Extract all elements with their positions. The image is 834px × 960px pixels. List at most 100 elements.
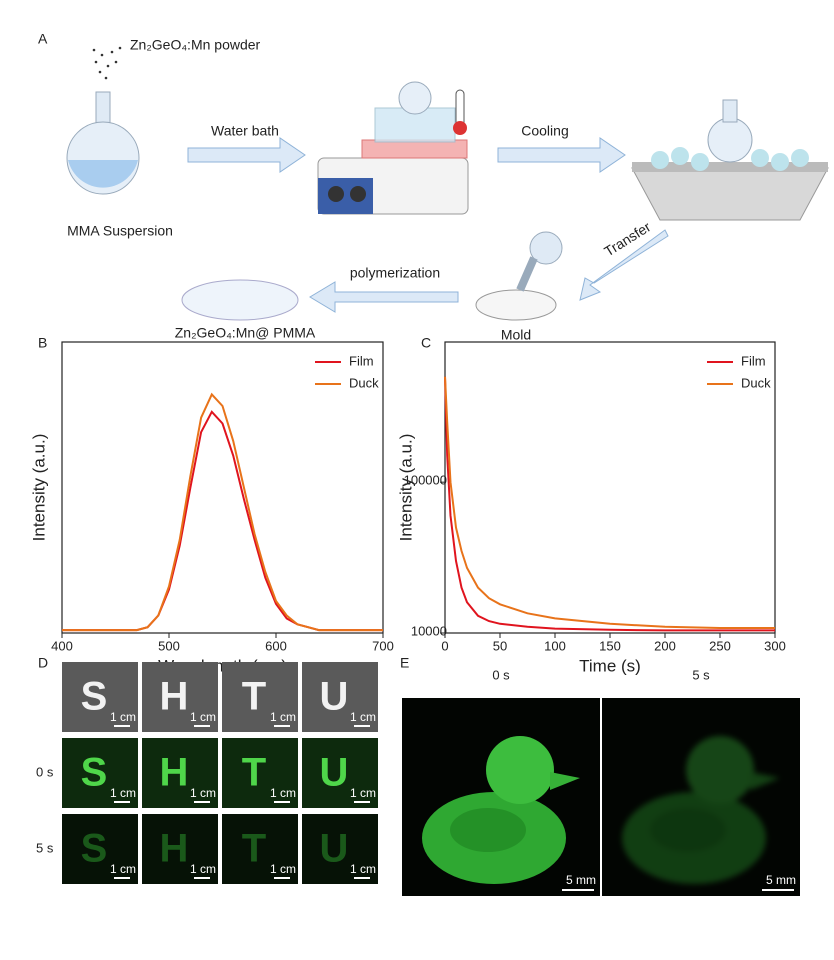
diagram-label: Zn₂GeO₄:Mn@ PMMA	[175, 325, 316, 341]
x-tick-label: 100	[544, 638, 566, 653]
x-tick-label: 0	[441, 638, 448, 653]
legend-label: Duck	[349, 375, 379, 390]
photo-letter: S	[81, 751, 108, 795]
duck-head	[486, 736, 554, 804]
x-tick-label: 500	[158, 638, 180, 653]
x-tick-label: 300	[764, 638, 786, 653]
photo-letter: T	[242, 751, 266, 795]
x-tick-label: 700	[372, 638, 394, 653]
diagram-label: MMA Suspersion	[67, 223, 173, 239]
scale-bar-label: 5 mm	[766, 873, 796, 887]
data-line	[444, 376, 775, 629]
duck-head	[686, 736, 754, 804]
diagram-label: Cooling	[521, 123, 568, 139]
photo	[602, 698, 800, 896]
photo	[302, 814, 378, 884]
heater	[361, 139, 468, 159]
diagram-label: Zn₂GeO₄:Mn powder	[130, 37, 261, 53]
photo	[142, 814, 218, 884]
data-line	[62, 392, 383, 632]
arrow	[497, 137, 626, 173]
row-label: 5 s	[36, 840, 54, 855]
row-label: 0 s	[36, 764, 54, 779]
photo-letter: T	[242, 827, 266, 871]
diagram-label: Mold	[501, 327, 531, 343]
ice-tray	[631, 167, 829, 221]
photo-letter: H	[160, 827, 189, 871]
photo-letter: U	[320, 827, 349, 871]
photo-letter: T	[242, 675, 266, 719]
photo	[222, 814, 298, 884]
scale-bar-label: 1 cm	[350, 786, 376, 800]
scale-bar-label: 1 cm	[110, 862, 136, 876]
scale-bar-label: 5 mm	[566, 873, 596, 887]
photo-letter: U	[320, 675, 349, 719]
arrow	[187, 137, 306, 173]
y-axis-label: Intensity (a.u.)	[396, 434, 415, 542]
scale-bar-label: 1 cm	[270, 786, 296, 800]
legend-label: Film	[741, 353, 766, 368]
photo-letter: S	[81, 675, 108, 719]
duck	[422, 736, 580, 884]
duck-beak	[550, 772, 580, 790]
frame-label: 0 s	[492, 667, 510, 682]
scale-bar-label: 1 cm	[190, 710, 216, 724]
y-tick-label: 100000	[404, 473, 447, 488]
plot-frame	[61, 341, 384, 634]
photo-letter: S	[81, 827, 108, 871]
photo	[222, 738, 298, 808]
photo	[142, 662, 218, 732]
panel-label: E	[400, 655, 409, 671]
data-line	[62, 410, 383, 632]
mold	[475, 289, 557, 321]
duck-body	[622, 792, 766, 884]
panel-label: B	[38, 335, 47, 351]
diagram-label: polymerization	[350, 265, 440, 281]
duck-wing	[450, 808, 526, 852]
x-tick-label: 50	[493, 638, 507, 653]
x-tick-label: 150	[599, 638, 621, 653]
photo-letter: U	[320, 751, 349, 795]
plot-frame	[444, 341, 776, 634]
film-disc	[181, 279, 299, 321]
x-axis-label: Time (s)	[579, 656, 641, 675]
arrow	[579, 229, 669, 301]
arrow	[309, 281, 459, 313]
diagram-label: Transfer	[601, 218, 654, 259]
x-tick-label: 400	[51, 638, 73, 653]
duck-beak	[750, 772, 780, 790]
duck-wing	[650, 808, 726, 852]
photo	[142, 738, 218, 808]
photo-letter: H	[160, 751, 189, 795]
scale-bar-label: 1 cm	[270, 862, 296, 876]
duck	[622, 736, 780, 884]
scale-bar-label: 1 cm	[110, 710, 136, 724]
x-tick-label: 600	[265, 638, 287, 653]
diagram-label: Water bath	[211, 123, 279, 139]
photo-letter: H	[160, 675, 189, 719]
panel-label: D	[38, 655, 48, 671]
scale-bar-label: 1 cm	[350, 862, 376, 876]
scale-bar-label: 1 cm	[270, 710, 296, 724]
scale-bar-label: 1 cm	[190, 786, 216, 800]
scale-bar-label: 1 cm	[110, 786, 136, 800]
scale-bar-label: 1 cm	[350, 710, 376, 724]
panel-label: A	[38, 31, 48, 47]
diagram	[66, 46, 829, 321]
x-tick-label: 200	[654, 638, 676, 653]
photo	[302, 738, 378, 808]
legend-label: Film	[349, 353, 374, 368]
photo	[62, 662, 138, 732]
photo	[62, 738, 138, 808]
y-tick-label: 10000	[411, 623, 447, 638]
photo	[62, 814, 138, 884]
frame-label: 5 s	[692, 667, 710, 682]
scale-bar-label: 1 cm	[190, 862, 216, 876]
photo	[302, 662, 378, 732]
panel-label: C	[421, 335, 431, 351]
liquid	[68, 160, 138, 188]
x-tick-label: 250	[709, 638, 731, 653]
photo	[222, 662, 298, 732]
